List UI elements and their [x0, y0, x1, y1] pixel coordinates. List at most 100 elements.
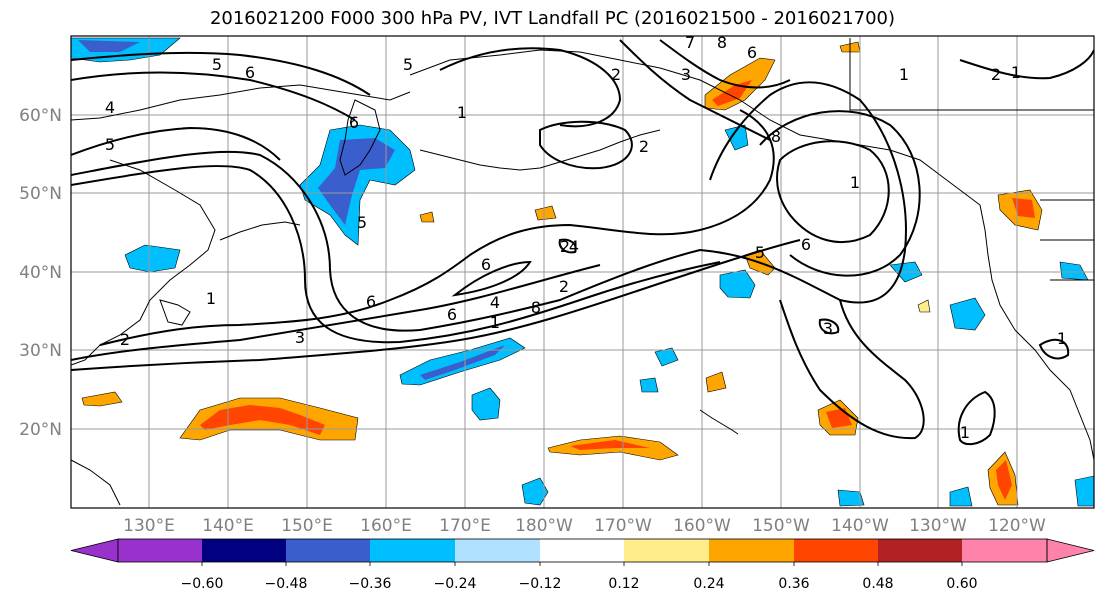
contour-label: 5: [755, 243, 765, 262]
contour-label: 6: [747, 43, 757, 62]
contour-4: [71, 239, 801, 371]
pos-anomaly-misc3: [705, 371, 727, 393]
neg-anomaly-se3: [1074, 475, 1094, 507]
longitude-label: 130°E: [123, 516, 175, 536]
contour-label: 1: [850, 173, 860, 192]
kamchatka-coast: [339, 99, 381, 176]
pos-anomaly-misc5: [419, 211, 435, 223]
neg-anomaly-nw-core: [78, 40, 140, 52]
contour-21: [1038, 338, 1070, 360]
contour-label: 1: [457, 103, 467, 122]
contour-14: [818, 318, 840, 335]
colorbar-segment: [286, 539, 370, 562]
hawaii: [699, 409, 739, 435]
contour-11: [558, 238, 577, 254]
contour-17: [71, 126, 281, 161]
contour-label: 6: [481, 255, 491, 274]
contour-label: 3: [823, 319, 833, 338]
longitude-label: 150°W: [752, 516, 810, 536]
colorbar-tick-label: −0.12: [519, 576, 562, 592]
contour-6: [439, 47, 622, 128]
contour-label: 5: [403, 55, 413, 74]
contour-label: 2: [120, 330, 130, 349]
contour-label: 7: [685, 33, 695, 52]
colorbar-labels: −0.60 −0.48 −0.36 −0.24 −0.12 0.12 0.24 0.36 0.4…: [181, 562, 978, 592]
latitude-label: 30°N: [19, 341, 62, 361]
aleutians: [419, 129, 661, 171]
graticule: [71, 36, 1094, 508]
colorbar: [70, 538, 1095, 563]
contour-label: 5: [357, 213, 367, 232]
colorbar-tick-label: 0.60: [946, 576, 977, 592]
colorbar-tick-label: 0.48: [862, 576, 893, 592]
pos-anomaly-se-core: [996, 460, 1012, 500]
longitude-label: 120°W: [988, 516, 1046, 536]
contour-5: [99, 109, 775, 346]
contour-label: 1: [490, 313, 500, 332]
contour-19: [659, 39, 791, 89]
contour-10: [451, 260, 532, 297]
colorbar-tick-label: −0.36: [349, 576, 392, 592]
contour-label: 1: [206, 289, 216, 308]
colorbar-tick-label: −0.48: [265, 576, 308, 592]
contour-label: 2: [560, 237, 570, 256]
contour-20: [959, 49, 1094, 80]
neg-anomaly-east: [949, 297, 986, 331]
map-title: 2016021200 F000 300 hPa PV, IVT Landfall…: [209, 8, 896, 29]
contour-label: 8: [531, 298, 541, 317]
latitude-label: 20°N: [19, 420, 62, 440]
neg-anomaly-gulf: [719, 269, 756, 299]
longitude-label: 160°W: [673, 516, 731, 536]
colorbar-frame: [117, 538, 1048, 563]
longitude-label: 160°E: [360, 516, 412, 536]
map-frame: [70, 35, 1095, 509]
contour-13: [957, 390, 996, 446]
pv-contours: [71, 39, 1094, 446]
na-west-coast: [979, 204, 1094, 461]
neg-anomaly-misc1: [654, 347, 679, 367]
contour-label: 1: [1011, 63, 1021, 82]
contour-label: 3: [681, 65, 691, 84]
neg-anomaly-japan-sea: [124, 244, 181, 273]
contour-label: 6: [447, 305, 457, 324]
contour-label: 8: [717, 33, 727, 52]
neg-anomaly-se1: [837, 489, 865, 507]
contour-9: [759, 110, 921, 277]
contour-label: 8: [771, 127, 781, 146]
contour-label: 4: [105, 98, 115, 117]
colorbar-segment: [540, 539, 624, 562]
longitude-label: 170°W: [594, 516, 652, 536]
contour-18: [619, 39, 771, 141]
latitude-label: 50°N: [19, 184, 62, 204]
colorbar-segment: [370, 539, 455, 562]
contour-1: [71, 81, 907, 332]
na-borders: [849, 38, 1094, 281]
longitude-label: 150°E: [281, 516, 333, 536]
contour-12: [779, 299, 925, 440]
neg-anomaly-se2: [949, 486, 973, 507]
neg-anomaly-misc2: [639, 377, 659, 393]
contour-label: 6: [801, 235, 811, 254]
contour-label: 6: [366, 292, 376, 311]
pos-anomaly-central-tropics-core: [570, 440, 650, 450]
colorbar-tick-label: −0.24: [434, 576, 477, 592]
pos-anomaly-west-tropics-core: [200, 405, 325, 435]
colorbar-tick-label: 0.24: [693, 576, 724, 592]
longitude-label: 140°E: [202, 516, 254, 536]
colorbar-segment: [794, 539, 878, 562]
contour-label: 6: [245, 63, 255, 82]
pos-anomaly-misc1: [534, 205, 557, 221]
neg-anomaly-central: [471, 387, 501, 421]
colorbar-tick-label: −0.60: [181, 576, 224, 592]
latitude-label: 60°N: [19, 106, 62, 126]
longitude-labels: 130°E 140°E 150°E 160°E 170°E 180°W 170°W 160°W…: [123, 516, 1046, 536]
colorbar-tick-label: 0.36: [778, 576, 809, 592]
contour-7: [539, 120, 633, 170]
contour-8: [776, 140, 890, 244]
colorbar-segment: [709, 539, 794, 562]
contour-3: [71, 264, 601, 361]
latitude-labels: 60°N 50°N 40°N 30°N 20°N: [19, 106, 62, 440]
contour-label: 2: [611, 65, 621, 84]
